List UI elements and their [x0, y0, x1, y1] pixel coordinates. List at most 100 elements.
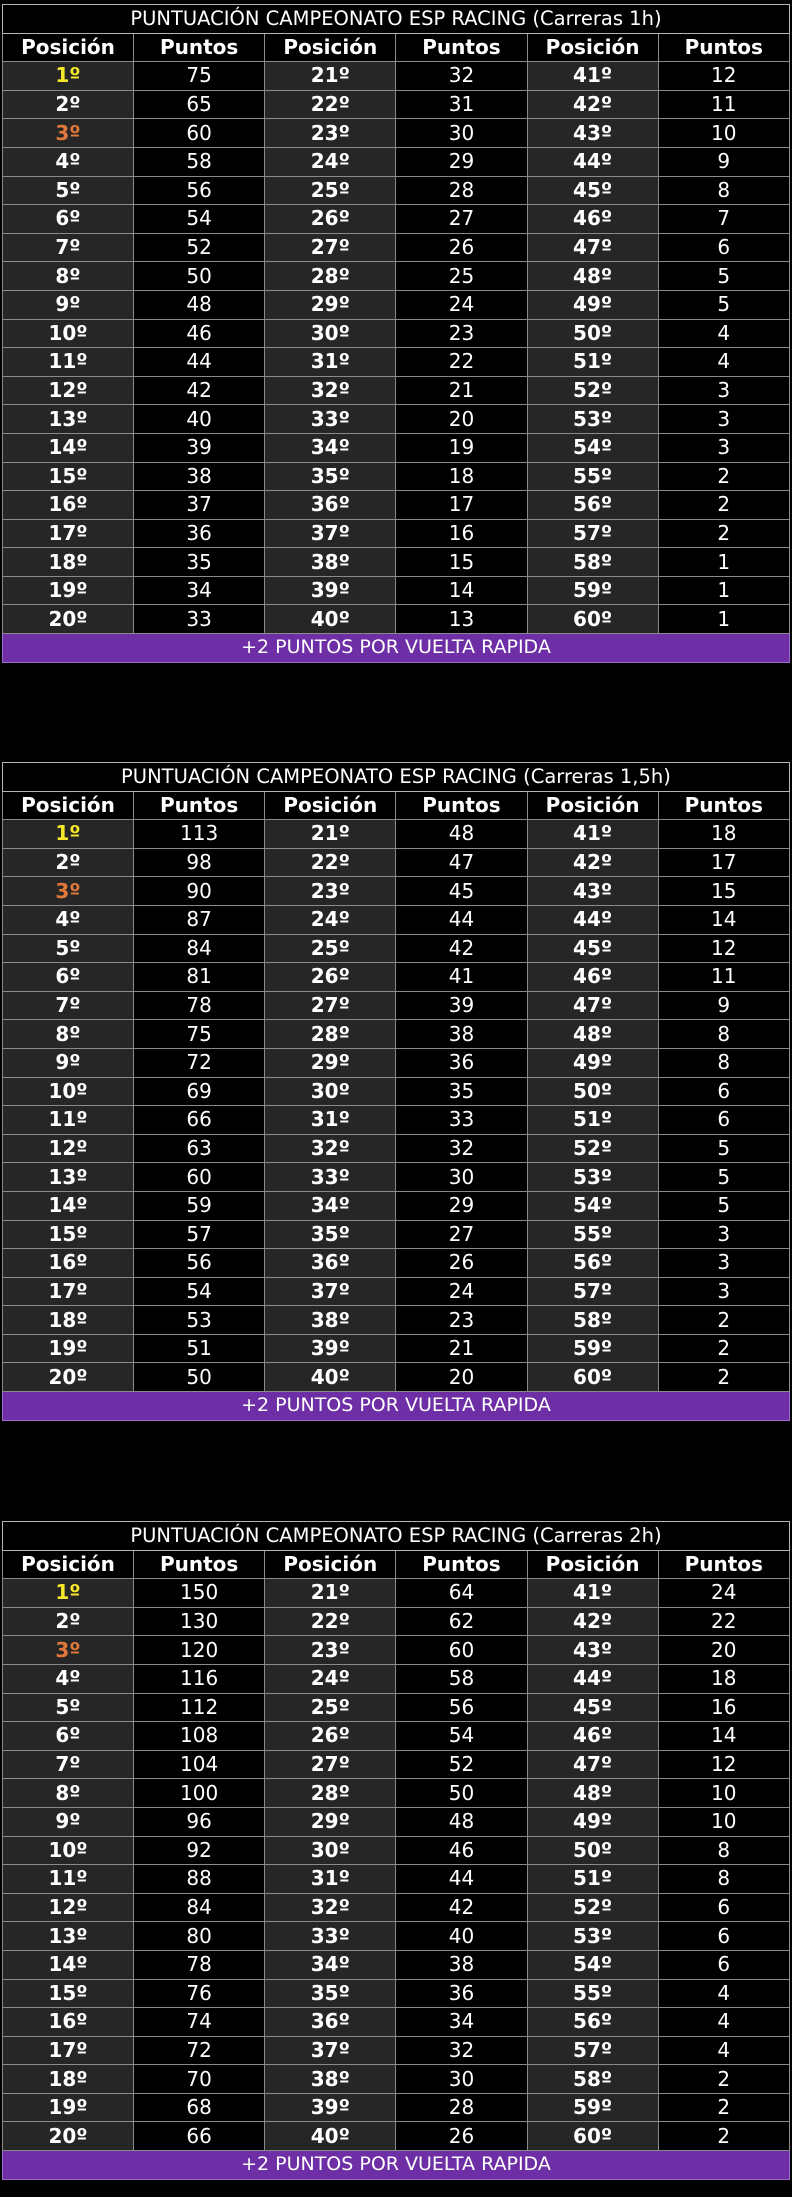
points-cell: 39 — [132, 432, 266, 463]
points-cell: 37 — [132, 490, 266, 520]
points-header: Puntos — [657, 32, 790, 63]
position-cell: 18º — [2, 1305, 134, 1335]
footer-row: +2 PUNTOS POR VUELTA RAPIDA — [2, 1391, 790, 1421]
points-cell: 5 — [657, 1190, 790, 1221]
position-cell: 34º — [264, 1949, 397, 1980]
position-cell: 31º — [264, 1864, 397, 1894]
position-cell: 1º — [2, 61, 134, 91]
points-cell: 48 — [395, 1806, 528, 1837]
position-cell: 29º — [264, 289, 397, 320]
position-header: Posición — [526, 32, 659, 63]
position-header: Posición — [2, 32, 134, 63]
position-cell: 10º — [2, 1835, 134, 1866]
position-cell: 19º — [2, 575, 134, 606]
position-cell: 52º — [526, 1892, 659, 1923]
table-row: 16º 37 36º 17 56º 2 — [2, 490, 790, 520]
points-cell: 54 — [132, 1276, 266, 1307]
table-row: 16º 74 36º 34 56º 4 — [2, 2007, 790, 2037]
points-cell: 10 — [657, 118, 790, 148]
table-row: 20º 50 40º 20 60º 2 — [2, 1362, 790, 1393]
table-row: 4º 116 24º 58 44º 18 — [2, 1663, 790, 1694]
table-row: 7º 52 27º 26 47º 6 — [2, 232, 790, 263]
position-cell: 56º — [526, 490, 659, 520]
points-cell: 23 — [395, 318, 528, 349]
points-cell: 14 — [395, 575, 528, 606]
points-cell: 46 — [132, 318, 266, 349]
position-cell: 30º — [264, 1835, 397, 1866]
points-cell: 50 — [132, 261, 266, 291]
table-row: 15º 76 35º 36 55º 4 — [2, 1978, 790, 2009]
position-cell: 19º — [2, 1333, 134, 1364]
points-cell: 60 — [132, 1162, 266, 1192]
points-cell: 6 — [657, 232, 790, 263]
points-cell: 5 — [657, 261, 790, 291]
points-cell: 80 — [132, 1921, 266, 1951]
position-cell: 43º — [526, 118, 659, 148]
points-cell: 32 — [395, 61, 528, 91]
position-cell: 60º — [526, 2121, 659, 2152]
points-cell: 12 — [657, 1749, 790, 1780]
table-row: 13º 60 33º 30 53º 5 — [2, 1162, 790, 1192]
table-row: 17º 36 37º 16 57º 2 — [2, 518, 790, 549]
points-header: Puntos — [657, 1549, 790, 1580]
points-cell: 1 — [657, 575, 790, 606]
points-cell: 42 — [395, 933, 528, 964]
position-cell: 40º — [264, 2121, 397, 2152]
points-cell: 46 — [395, 1835, 528, 1866]
position-header: Posición — [2, 790, 134, 821]
points-cell: 70 — [132, 2064, 266, 2094]
points-cell: 56 — [132, 1248, 266, 1278]
points-cell: 2 — [657, 461, 790, 492]
points-cell: 5 — [657, 1133, 790, 1164]
points-cell: 36 — [132, 518, 266, 549]
points-cell: 12 — [657, 933, 790, 964]
points-cell: 84 — [132, 1892, 266, 1923]
table-row: 14º 59 34º 29 54º 5 — [2, 1190, 790, 1221]
position-cell: 6º — [2, 962, 134, 992]
position-cell: 54º — [526, 1949, 659, 1980]
position-cell: 18º — [2, 547, 134, 577]
position-cell: 43º — [526, 1635, 659, 1665]
position-cell: 50º — [526, 1835, 659, 1866]
position-cell: 38º — [264, 1305, 397, 1335]
points-header: Puntos — [132, 32, 266, 63]
points-cell: 8 — [657, 1864, 790, 1894]
points-cell: 4 — [657, 1978, 790, 2009]
points-cell: 30 — [395, 2064, 528, 2094]
position-cell: 23º — [264, 118, 397, 148]
points-cell: 6 — [657, 1921, 790, 1951]
position-cell: 13º — [2, 1921, 134, 1951]
table-row: 18º 35 38º 15 58º 1 — [2, 547, 790, 577]
points-cell: 5 — [657, 1162, 790, 1192]
points-cell: 29 — [395, 1190, 528, 1221]
points-cell: 4 — [657, 347, 790, 377]
points-cell: 2 — [657, 2092, 790, 2123]
fastest-lap-note: +2 PUNTOS POR VUELTA RAPIDA — [2, 2150, 790, 2180]
position-cell: 58º — [526, 1305, 659, 1335]
position-cell: 44º — [526, 146, 659, 177]
table-title: PUNTUACIÓN CAMPEONATO ESP RACING (Carrer… — [2, 762, 790, 792]
position-cell: 5º — [2, 933, 134, 964]
position-cell: 26º — [264, 962, 397, 992]
position-cell: 8º — [2, 1019, 134, 1049]
fastest-lap-note: +2 PUNTOS POR VUELTA RAPIDA — [2, 1391, 790, 1421]
position-cell: 59º — [526, 1333, 659, 1364]
position-cell: 21º — [264, 61, 397, 91]
position-cell: 1º — [2, 1578, 134, 1608]
points-cell: 4 — [657, 2035, 790, 2066]
points-cell: 38 — [395, 1949, 528, 1980]
points-cell: 75 — [132, 61, 266, 91]
position-cell: 46º — [526, 1721, 659, 1751]
points-cell: 18 — [395, 461, 528, 492]
points-cell: 75 — [132, 1019, 266, 1049]
points-cell: 32 — [395, 2035, 528, 2066]
points-cell: 24 — [657, 1578, 790, 1608]
points-table: PUNTUACIÓN CAMPEONATO ESP RACING (Carrer… — [2, 4, 790, 663]
points-cell: 65 — [132, 89, 266, 120]
position-cell: 42º — [526, 1606, 659, 1637]
position-cell: 60º — [526, 1362, 659, 1393]
position-cell: 44º — [526, 1663, 659, 1694]
position-cell: 18º — [2, 2064, 134, 2094]
position-cell: 25º — [264, 1692, 397, 1723]
points-cell: 81 — [132, 962, 266, 992]
